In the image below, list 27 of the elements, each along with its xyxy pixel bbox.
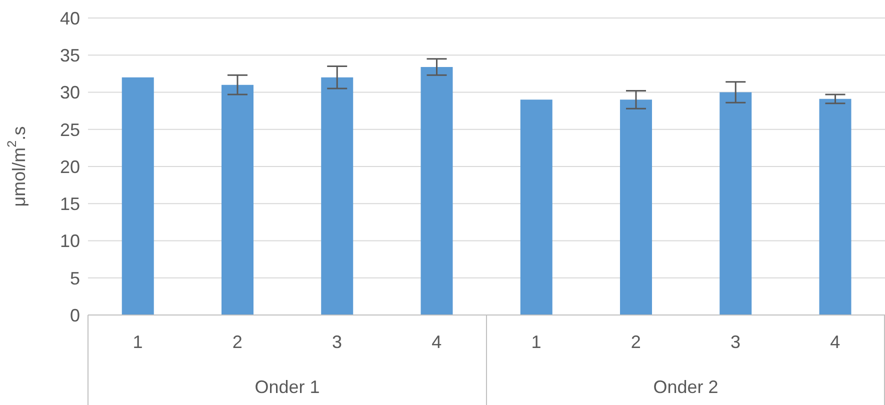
x-tick-label: 4: [432, 332, 442, 352]
y-tick-label: 40: [60, 8, 80, 28]
y-tick-label: 20: [60, 156, 80, 177]
x-tick-label: 2: [630, 332, 641, 352]
y-tick-label: 30: [60, 82, 80, 103]
text: Onder 1: [254, 377, 320, 397]
bar: [520, 100, 552, 315]
bar: [420, 67, 453, 315]
y-tick-label: 35: [60, 46, 80, 66]
bar: [720, 92, 752, 315]
x-tick-label: 2: [232, 332, 242, 352]
bar: [620, 100, 652, 315]
x-tick-label: 3: [730, 332, 741, 352]
y-tick-label: 0: [70, 305, 80, 326]
bar: [819, 98, 852, 315]
y-tick-label: 15: [60, 194, 80, 214]
x-tick-label: 3: [332, 332, 342, 352]
text: Onder 2: [653, 377, 718, 397]
x-tick-label: 1: [531, 332, 542, 352]
y-tick-label: 10: [60, 231, 80, 252]
x-tick-label: 1: [132, 332, 143, 352]
x-tick-label: 4: [830, 332, 840, 352]
bar: [122, 77, 154, 315]
y-tick-label: 25: [60, 120, 80, 140]
bar: [222, 84, 254, 315]
y-tick-label: 5: [70, 268, 80, 288]
bar: [321, 77, 354, 315]
